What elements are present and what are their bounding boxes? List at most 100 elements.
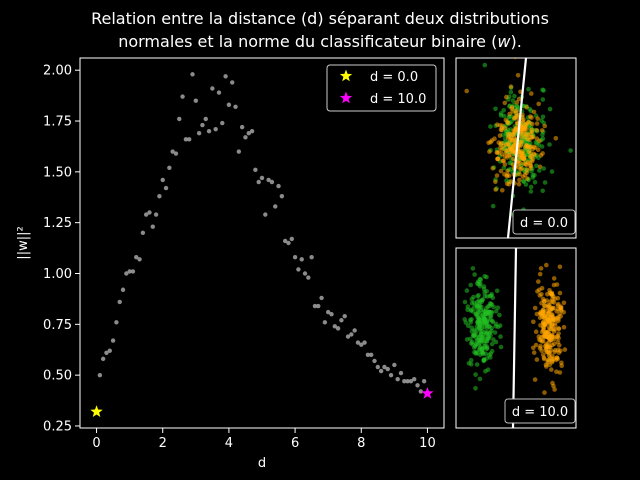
inset-point-class-b (543, 348, 549, 353)
inset-point-class-a (495, 305, 501, 311)
legend-label-d10: d = 10.0 (370, 92, 426, 107)
data-point (418, 389, 424, 394)
inset-point-class-a (464, 288, 470, 293)
inset-point-class-a (490, 203, 496, 209)
inset-point-class-b (551, 327, 556, 332)
inset-point-class-b (542, 123, 548, 129)
inset-point-class-b (554, 309, 559, 314)
inset-point-class-b (550, 296, 555, 302)
main-plot: 0 2 4 6 8 10 0.25 0.50 0.75 1.00 1.25 1.50 1.75 2.00… (16, 57, 445, 471)
inset-point-class-b (539, 339, 545, 344)
inset-point-class-b (552, 349, 558, 355)
inset-point-class-b (529, 121, 535, 127)
inset-point-class-b (549, 367, 554, 372)
inset-point-class-b (530, 134, 535, 140)
data-point (282, 238, 288, 244)
inset-point-class-b (533, 342, 539, 348)
inset-point-class-b (545, 291, 550, 297)
inset-point-class-b (504, 150, 510, 156)
inset-point-class-a (465, 323, 471, 329)
data-point (253, 167, 258, 173)
data-point (286, 240, 291, 246)
inset-point-class-a (477, 338, 483, 344)
inset-point-class-b (524, 176, 530, 181)
data-point (147, 210, 152, 215)
inset-point-class-b (508, 152, 513, 158)
inset-point-class-a (501, 165, 507, 171)
legend-marker-d10 (339, 91, 353, 104)
data-point (302, 271, 308, 276)
inset-point-class-b (551, 276, 557, 281)
inset-point-class-b (529, 127, 535, 132)
data-point (408, 379, 414, 384)
inset-point-class-b (506, 141, 511, 146)
data-point (263, 212, 268, 217)
inset-point-class-a (508, 89, 514, 95)
inset-point-class-a (493, 324, 499, 329)
inset-point-class-b (511, 143, 517, 148)
inset-point-class-b (499, 151, 505, 157)
legend: d = 0.0 d = 10.0 (326, 64, 437, 112)
inset-point-class-a (485, 294, 490, 299)
inset-point-class-b (508, 149, 514, 154)
inset-point-class-a (498, 344, 504, 350)
inset-point-class-a (489, 325, 494, 331)
data-point (127, 269, 132, 274)
inset-point-class-b (517, 171, 522, 177)
inset-point-class-a (540, 136, 546, 141)
inset-point-class-b (562, 347, 568, 352)
data-point (124, 271, 129, 276)
data-point (402, 379, 407, 384)
inset-point-class-a (540, 188, 545, 194)
inset-point-class-b (534, 357, 540, 362)
inset-point-class-b (559, 360, 564, 366)
inset-point-class-a (534, 163, 539, 169)
inset-point-class-b (544, 364, 549, 369)
inset-point-class-a (482, 309, 488, 315)
inset-point-class-b (502, 162, 508, 167)
data-point (289, 236, 294, 242)
inset-point-class-a (493, 106, 498, 112)
inset-point-class-b (499, 147, 505, 152)
inset-point-class-b (541, 303, 547, 308)
inset-point-class-b (486, 140, 491, 146)
inset-point-class-a (490, 319, 496, 325)
inset-point-class-b (540, 151, 545, 156)
x-tick-label: 4 (225, 436, 233, 451)
inset-point-class-a (527, 140, 533, 146)
inset-point-class-a (481, 286, 487, 292)
y-axis-ticks: 0.25 0.50 0.75 1.00 1.25 1.50 1.75 2.00 (43, 64, 80, 434)
data-point (193, 98, 199, 103)
inset-point-class-b (552, 341, 557, 347)
data-point (114, 320, 119, 325)
inset-point-class-b (540, 352, 546, 358)
inset-point-class-a (485, 336, 490, 342)
chart-title-line2: normales et la norme du classificateur b… (118, 32, 522, 51)
data-point (100, 356, 106, 362)
inset-point-class-b (538, 266, 544, 271)
main-plot-frame (79, 57, 445, 429)
inset-point-class-b (556, 326, 562, 332)
data-point (140, 230, 146, 236)
inset-point-class-a (547, 106, 553, 112)
data-point (266, 177, 271, 183)
inset-point-class-a (498, 334, 503, 339)
inset-point-class-a (469, 329, 475, 334)
inset-point-class-b (529, 91, 534, 96)
inset-label-d0: d = 0.0 (520, 216, 568, 231)
inset-point-class-a (477, 376, 483, 382)
inset-point-class-b (531, 109, 537, 115)
inset-point-class-a (490, 295, 496, 301)
inset-point-class-b (519, 139, 525, 144)
y-tick-label: 1.50 (43, 165, 72, 180)
inset-point-class-b (508, 179, 514, 184)
inset-point-class-b (531, 345, 536, 351)
inset-point-class-a (488, 301, 493, 306)
y-tick-label: 1.00 (43, 267, 72, 282)
y-tick-label: 0.75 (43, 318, 72, 333)
inset-point-class-a (528, 189, 534, 194)
inset-point-class-b (518, 167, 523, 172)
inset-point-class-a (485, 317, 491, 322)
inset-point-class-b (524, 136, 530, 142)
star-point-d10 (421, 386, 434, 399)
